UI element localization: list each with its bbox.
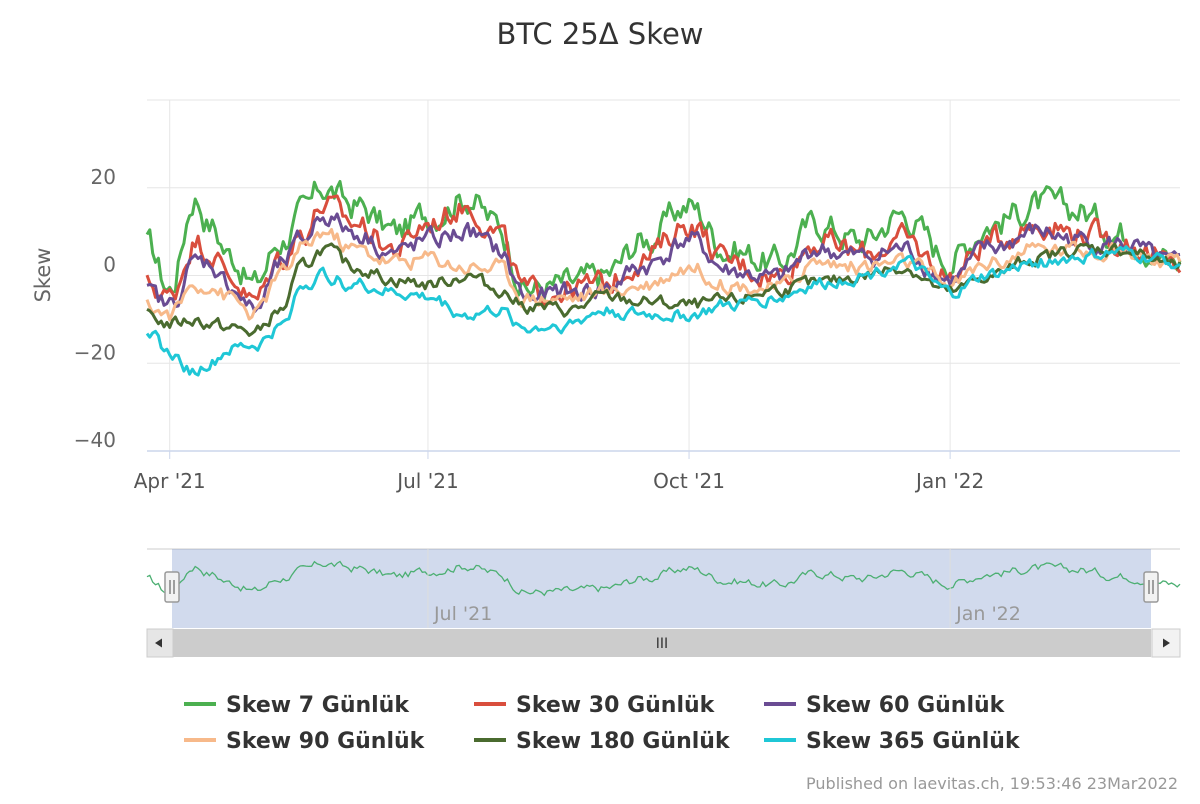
y-tick-label: 20 (91, 165, 116, 189)
plot-grid (147, 99, 1180, 452)
y-tick-label: −20 (74, 340, 116, 364)
y-tick-label: −40 (74, 428, 116, 452)
legend-item[interactable]: Skew 30 Günlük (474, 693, 716, 718)
navigator-handle-right[interactable] (1143, 571, 1159, 603)
y-tick-label: 0 (103, 253, 116, 277)
y-axis: 20 0 −20 −40 (74, 165, 116, 452)
navigator-label: Jan '22 (955, 603, 1021, 625)
legend-label: Skew 60 Günlük (806, 693, 1006, 718)
legend-label: Skew 90 Günlük (226, 729, 426, 754)
scrollbar-thumb[interactable] (173, 629, 1151, 657)
legend-label: Skew 30 Günlük (516, 693, 716, 718)
x-tick-label: Apr '21 (134, 469, 206, 493)
navigator[interactable]: Jul '21 Jan '22 III (146, 548, 1181, 658)
credit-text: Published on laevitas.ch, 19:53:46 23Mar… (806, 774, 1178, 793)
legend: Skew 7 Günlük Skew 30 Günlük Skew 60 Günlü… (184, 693, 1021, 754)
series-line-3 (146, 212, 1181, 313)
x-tick-label: Jul '21 (395, 469, 458, 493)
x-axis: Apr '21 Jul '21 Oct '21 Jan '22 (134, 450, 1180, 493)
arrow-right-icon (1163, 638, 1170, 648)
series-line-1 (145, 180, 1182, 301)
scrollbar-grip: III (656, 636, 668, 652)
series-line-5 (146, 242, 1182, 337)
legend-item[interactable]: Skew 7 Günlük (184, 693, 410, 718)
legend-label: Skew 180 Günlük (516, 729, 731, 754)
navigator-mask[interactable] (172, 549, 1151, 628)
legend-item[interactable]: Skew 365 Günlük (764, 729, 1021, 754)
x-tick-label: Oct '21 (653, 469, 725, 493)
series-line-6 (145, 245, 1181, 377)
legend-item[interactable]: Skew 180 Günlük (474, 729, 731, 754)
legend-item[interactable]: Skew 90 Günlük (184, 729, 426, 754)
navigator-series (146, 560, 1181, 597)
legend-item[interactable]: Skew 60 Günlük (764, 693, 1006, 718)
legend-label: Skew 365 Günlük (806, 729, 1021, 754)
plot-series (145, 180, 1182, 377)
navigator-handle-left[interactable] (164, 571, 180, 603)
arrow-left-icon (155, 638, 162, 648)
series-line-4 (145, 227, 1182, 322)
legend-label: Skew 7 Günlük (226, 693, 410, 718)
y-axis-title: Skew (31, 248, 55, 303)
x-tick-label: Jan '22 (914, 469, 984, 493)
chart-title: BTC 25Δ Skew (496, 17, 703, 51)
navigator-label: Jul '21 (433, 603, 492, 625)
